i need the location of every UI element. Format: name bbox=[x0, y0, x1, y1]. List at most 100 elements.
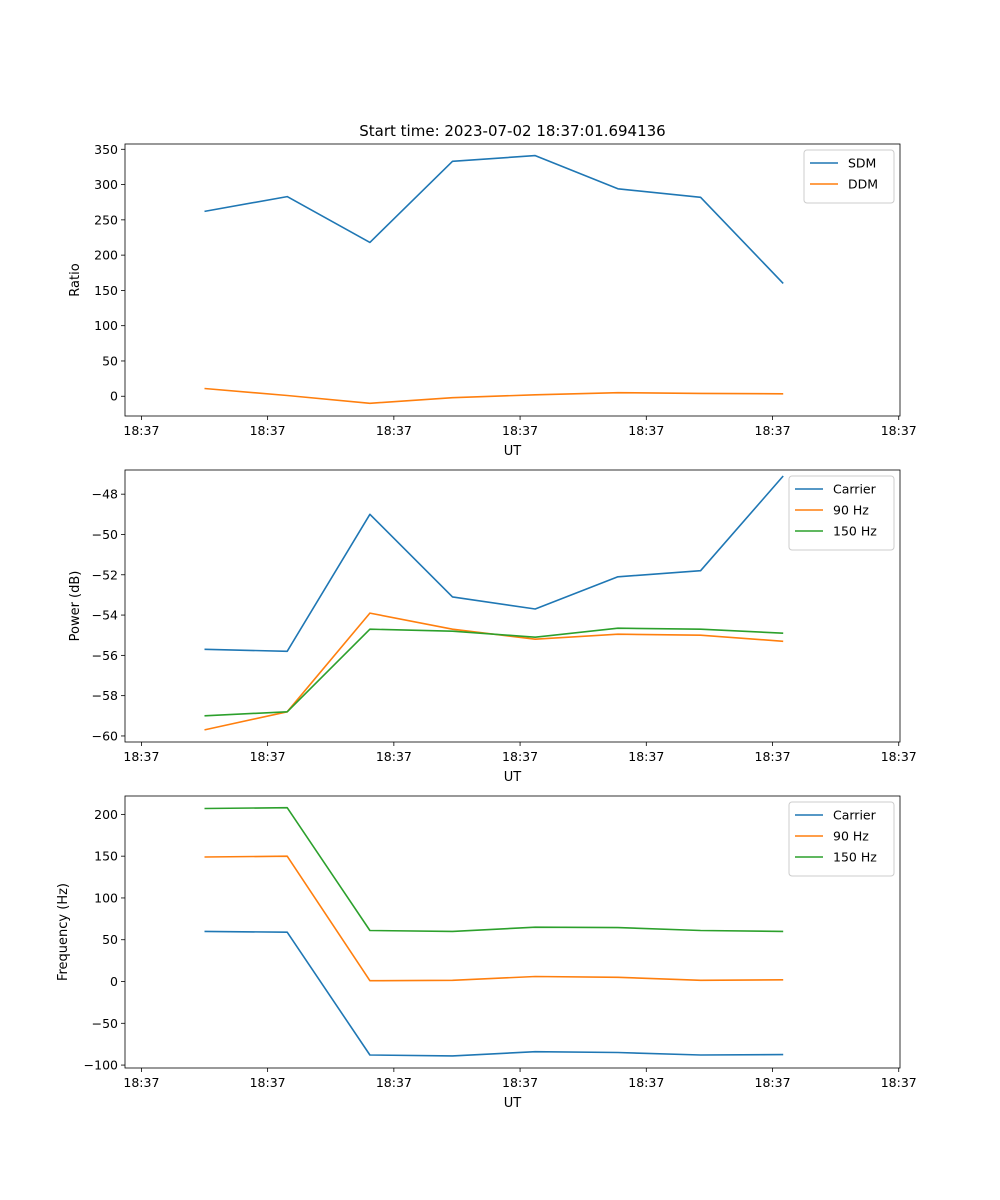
data-point bbox=[617, 392, 619, 394]
x-tick-label: 18:37 bbox=[755, 749, 791, 764]
data-point bbox=[782, 282, 784, 284]
data-point bbox=[534, 394, 536, 396]
y-tick-label: −50 bbox=[92, 527, 118, 542]
x-tick-label: 18:37 bbox=[628, 423, 664, 438]
data-point bbox=[699, 979, 701, 981]
series-line-carrier bbox=[204, 930, 784, 1057]
x-tick-label: 18:37 bbox=[123, 749, 159, 764]
data-point bbox=[617, 633, 619, 635]
data-point bbox=[203, 930, 205, 932]
data-point bbox=[451, 630, 453, 632]
x-tick-label: 18:37 bbox=[123, 1075, 159, 1090]
y-tick-label: −54 bbox=[92, 608, 118, 623]
data-point bbox=[369, 929, 371, 931]
data-point bbox=[617, 188, 619, 190]
y-axis-label: Frequency (Hz) bbox=[56, 883, 71, 981]
x-tick-label: 18:37 bbox=[628, 749, 664, 764]
x-tick-label: 18:37 bbox=[250, 423, 286, 438]
x-tick-label: 18:37 bbox=[502, 423, 538, 438]
data-point bbox=[699, 1054, 701, 1056]
x-tick-label: 18:37 bbox=[123, 423, 159, 438]
legend-label: 150 Hz bbox=[833, 850, 877, 865]
x-tick-label: 18:37 bbox=[250, 1075, 286, 1090]
data-point bbox=[203, 856, 205, 858]
data-point bbox=[699, 628, 701, 630]
y-tick-label: −100 bbox=[84, 1058, 118, 1073]
y-tick-label: 150 bbox=[94, 849, 118, 864]
data-point bbox=[451, 930, 453, 932]
y-tick-label: −56 bbox=[92, 648, 118, 663]
data-point bbox=[782, 475, 784, 477]
data-point bbox=[782, 930, 784, 932]
x-tick-label: 18:37 bbox=[502, 749, 538, 764]
data-point bbox=[451, 160, 453, 162]
legend-label: 90 Hz bbox=[833, 829, 869, 844]
legend-label: SDM bbox=[848, 156, 876, 171]
ratio-chart: 18:3718:3718:3718:3718:3718:3718:3718:38… bbox=[68, 142, 917, 459]
series-line-ddm bbox=[204, 387, 784, 405]
frequency-chart: 18:3718:3718:3718:3718:3718:3718:3718:38… bbox=[56, 795, 917, 1111]
data-point bbox=[369, 979, 371, 981]
data-point bbox=[534, 636, 536, 638]
plot-frame bbox=[124, 469, 901, 743]
y-tick-label: 200 bbox=[94, 807, 118, 822]
legend-label: DDM bbox=[848, 177, 878, 192]
data-point bbox=[699, 929, 701, 931]
data-point bbox=[782, 1053, 784, 1055]
x-tick-label: 18:37 bbox=[755, 423, 791, 438]
y-axis-label: Power (dB) bbox=[68, 571, 83, 642]
x-axis-label: UT bbox=[504, 770, 522, 785]
y-tick-label: 100 bbox=[94, 318, 118, 333]
x-tick-label: 18:37 bbox=[881, 1075, 917, 1090]
data-point bbox=[782, 640, 784, 642]
data-point bbox=[286, 394, 288, 396]
y-tick-label: 50 bbox=[102, 932, 118, 947]
y-tick-label: −50 bbox=[92, 1016, 118, 1031]
y-tick-label: 0 bbox=[110, 974, 118, 989]
data-point bbox=[369, 402, 371, 404]
y-tick-label: −60 bbox=[92, 728, 118, 743]
data-point bbox=[451, 1055, 453, 1057]
data-point bbox=[534, 1051, 536, 1053]
data-point bbox=[369, 612, 371, 614]
series-line-carrier bbox=[204, 475, 784, 653]
y-tick-label: 300 bbox=[94, 177, 118, 192]
data-point bbox=[782, 393, 784, 395]
y-tick-label: 200 bbox=[94, 248, 118, 263]
data-point bbox=[617, 926, 619, 928]
data-point bbox=[203, 387, 205, 389]
data-point bbox=[699, 392, 701, 394]
data-point bbox=[534, 926, 536, 928]
legend-label: 150 Hz bbox=[833, 524, 877, 539]
figure-title: Start time: 2023-07-02 18:37:01.694136 bbox=[359, 122, 665, 140]
x-tick-label: 18:37 bbox=[376, 749, 412, 764]
data-point bbox=[369, 513, 371, 515]
x-tick-label: 18:37 bbox=[628, 1075, 664, 1090]
x-tick-label: 18:37 bbox=[755, 1075, 791, 1090]
data-point bbox=[782, 632, 784, 634]
y-tick-label: 50 bbox=[102, 353, 118, 368]
data-point bbox=[534, 975, 536, 977]
series-line-sdm bbox=[204, 154, 784, 284]
data-point bbox=[286, 855, 288, 857]
x-axis-label: UT bbox=[504, 1096, 522, 1111]
x-tick-label: 18:37 bbox=[376, 423, 412, 438]
data-point bbox=[534, 608, 536, 610]
data-point bbox=[203, 648, 205, 650]
legend-label: Carrier bbox=[833, 482, 877, 497]
legend-label: Carrier bbox=[833, 808, 877, 823]
data-point bbox=[782, 979, 784, 981]
series-line-90-hz bbox=[204, 855, 784, 982]
data-point bbox=[699, 634, 701, 636]
data-point bbox=[369, 1054, 371, 1056]
x-tick-label: 18:37 bbox=[376, 1075, 412, 1090]
data-point bbox=[203, 210, 205, 212]
y-tick-label: −48 bbox=[92, 487, 118, 502]
data-point bbox=[203, 715, 205, 717]
y-tick-label: 0 bbox=[110, 389, 118, 404]
data-point bbox=[286, 650, 288, 652]
power-chart: 18:3718:3718:3718:3718:3718:3718:3718:38… bbox=[68, 469, 917, 785]
x-tick-label: 18:37 bbox=[502, 1075, 538, 1090]
data-point bbox=[617, 576, 619, 578]
x-tick-label: 18:37 bbox=[881, 749, 917, 764]
